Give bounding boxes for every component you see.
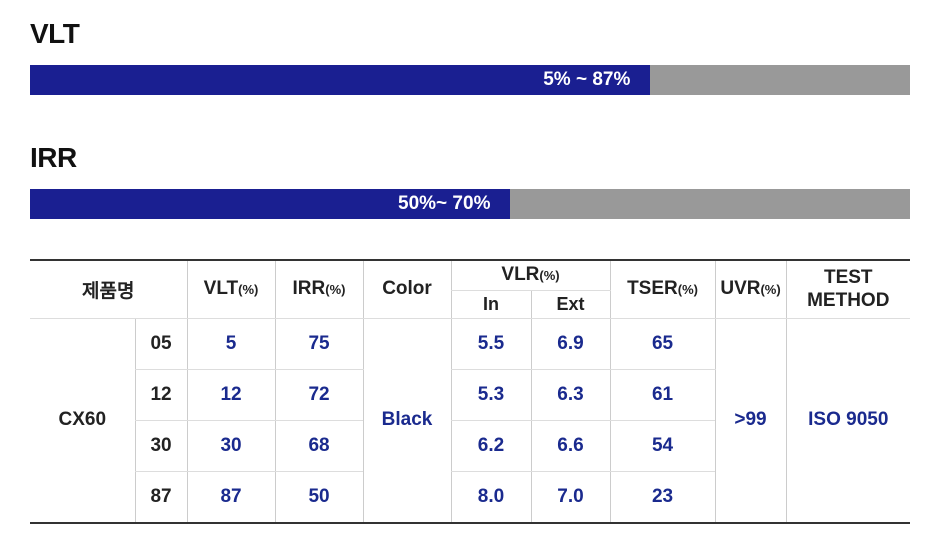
irr-cell: 75 xyxy=(274,318,364,370)
test-method-cell: ISO 9050 xyxy=(785,318,911,524)
color-cell: Black xyxy=(362,318,452,524)
irr-cell: 50 xyxy=(274,471,364,524)
vlt-cell: 30 xyxy=(186,420,276,472)
header-vlr: VLR(%) xyxy=(450,259,611,291)
header-vlt: VLT(%) xyxy=(186,259,276,319)
irr-range-bar: 50%~ 70% xyxy=(30,189,910,219)
vlr-ext-cell: 7.0 xyxy=(530,471,611,524)
vlr-in-cell: 6.2 xyxy=(450,420,532,472)
header-test-method: TEST METHOD xyxy=(785,259,911,319)
vlt-cell: 5 xyxy=(186,318,276,370)
vlt-heading: VLT xyxy=(30,18,80,49)
header-uvr: UVR(%) xyxy=(714,259,787,319)
header-vlr-in: In xyxy=(450,290,532,319)
grade-cell: 12 xyxy=(134,369,188,421)
tser-cell: 61 xyxy=(609,369,716,421)
vlr-in-cell: 8.0 xyxy=(450,471,532,524)
grade-cell: 87 xyxy=(134,471,188,524)
irr-range-fill: 50%~ 70% xyxy=(30,189,511,219)
vlr-in-cell: 5.3 xyxy=(450,369,532,421)
grade-cell: 05 xyxy=(134,318,188,370)
grade-cell: 30 xyxy=(134,420,188,472)
vlr-ext-cell: 6.3 xyxy=(530,369,611,421)
irr-heading: IRR xyxy=(30,142,77,173)
irr-cell: 72 xyxy=(274,369,364,421)
product-name: CX60 xyxy=(30,318,135,524)
vlt-range-label: 5% ~ 87% xyxy=(543,69,631,90)
vlt-range-bar: 5% ~ 87% xyxy=(30,65,910,95)
spec-table: 제품명 VLT(%) IRR(%) Color VLR(%) TSER(%) U… xyxy=(30,259,911,524)
header-irr: IRR(%) xyxy=(274,259,364,319)
header-color: Color xyxy=(362,259,452,319)
table-row: 30 30 68 6.2 6.6 54 xyxy=(30,420,910,472)
vlr-ext-cell: 6.9 xyxy=(530,318,611,370)
irr-cell: 68 xyxy=(274,420,364,472)
table-row: 87 87 50 8.0 7.0 23 xyxy=(30,471,910,524)
table-row: 12 12 72 5.3 6.3 61 xyxy=(30,369,910,421)
tser-cell: 54 xyxy=(609,420,716,472)
vlt-cell: 12 xyxy=(186,369,276,421)
tser-cell: 23 xyxy=(609,471,716,524)
vlt-range-fill: 5% ~ 87% xyxy=(30,65,651,95)
vlr-in-cell: 5.5 xyxy=(450,318,532,370)
vlt-cell: 87 xyxy=(186,471,276,524)
irr-range-label: 50%~ 70% xyxy=(398,193,491,214)
uvr-cell: >99 xyxy=(714,318,787,524)
table-row: CX60 05 5 75 Black 5.5 6.9 65 >99 ISO 90… xyxy=(30,318,911,524)
vlr-ext-cell: 6.6 xyxy=(530,420,611,472)
tser-cell: 65 xyxy=(609,318,716,370)
header-vlr-ext: Ext xyxy=(530,290,611,319)
header-tser: TSER(%) xyxy=(609,259,716,319)
header-product: 제품명 xyxy=(30,259,188,319)
